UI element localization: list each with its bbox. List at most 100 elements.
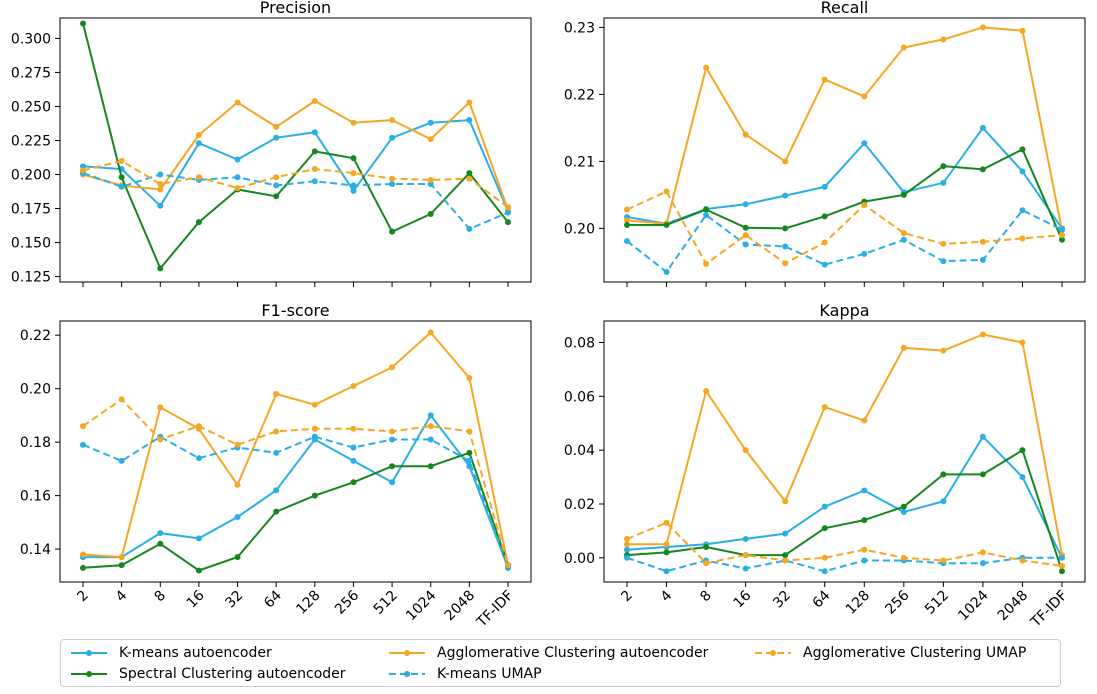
data-point [1059,232,1065,239]
series-spectral-clustering-autoencoder [80,20,511,272]
data-point [1019,207,1026,214]
data-point [273,123,280,130]
data-point [234,441,241,448]
legend-item: Agglomerative Clustering autoencoder [387,643,708,663]
series-k-means-umap [80,433,511,571]
y-tick-label: 0.275 [11,65,51,81]
data-point [157,265,164,272]
data-point [157,186,164,193]
data-point [427,463,434,470]
data-point [979,560,986,567]
legend-item: K-means autoencoder [69,643,272,663]
data-point [505,562,511,569]
data-point [703,260,710,267]
legend-label: Agglomerative Clustering autoencoder [437,645,709,661]
data-point [427,412,434,419]
data-point [311,98,318,105]
data-point [940,471,947,478]
data-point [427,436,434,443]
data-point [389,463,396,470]
data-point [900,503,907,510]
data-point [821,525,828,532]
data-point [940,347,947,354]
data-point [234,174,241,181]
data-point [861,93,868,100]
series-line [626,449,1063,572]
data-point [80,167,86,174]
data-point [663,188,670,195]
data-point [273,174,280,181]
series-line [626,26,1063,231]
data-point [118,183,125,190]
data-point [157,540,164,547]
data-point [505,209,511,216]
data-point [195,132,202,139]
data-point [273,134,280,141]
series-line [626,521,1063,567]
data-point [979,238,986,245]
series-agglomerative-clustering-umap [80,396,511,569]
series-spectral-clustering-autoencoder [624,146,1065,243]
data-point [742,224,749,231]
data-point [157,436,164,443]
data-point [157,181,164,188]
y-tick-label: 0.23 [564,20,595,36]
y-tick-label: 0.200 [11,167,51,183]
data-point [821,404,828,411]
y-tick-label: 0.02 [564,497,595,513]
data-point [821,261,828,268]
data-point [821,568,828,575]
data-point [157,171,164,178]
data-point [350,170,357,177]
chart-title: Kappa [819,301,869,320]
data-point [782,243,789,250]
data-point [389,479,396,486]
data-point [427,136,434,143]
data-point [703,560,710,567]
series-line [626,190,1063,265]
data-point [350,457,357,464]
x-tick-label: 512 [371,588,401,618]
legend-item: Agglomerative Clustering UMAP [753,643,1026,663]
data-point [427,210,434,217]
data-point [389,436,396,443]
data-point [861,250,868,257]
data-point [742,232,749,239]
data-point [350,119,357,126]
data-point [1059,236,1065,243]
y-tick-label: 0.21 [564,154,595,170]
data-point [157,530,164,537]
data-point [821,213,828,220]
data-point [782,557,789,564]
data-point [1019,235,1026,242]
legend-label: K-means UMAP [437,666,542,682]
data-point [466,457,473,464]
data-point [273,391,280,398]
legend-marker [86,671,92,677]
data-point [742,131,749,138]
data-point [195,535,202,542]
data-point [1019,447,1026,454]
series-line [82,159,509,209]
series-k-means-umap [624,554,1065,575]
data-point [900,236,907,243]
series-line [83,414,509,569]
data-point [273,428,280,435]
y-tick-label: 0.20 [564,221,595,237]
data-point [466,428,473,435]
x-tick-label: 2048 [442,588,479,625]
y-tick-label: 0.22 [564,87,595,103]
data-point [195,423,202,430]
series-line [82,172,509,230]
legend-swatch [71,671,107,677]
data-point [1019,27,1026,34]
data-point [821,183,828,190]
series-agglomerative-clustering-autoencoder [624,331,1065,559]
data-point [940,557,947,564]
data-point [900,191,907,198]
x-tick-label: 2048 [995,588,1032,625]
data-point [624,217,630,224]
y-tick-label: 0.20 [20,382,51,398]
data-point [940,240,947,247]
data-point [118,457,125,464]
